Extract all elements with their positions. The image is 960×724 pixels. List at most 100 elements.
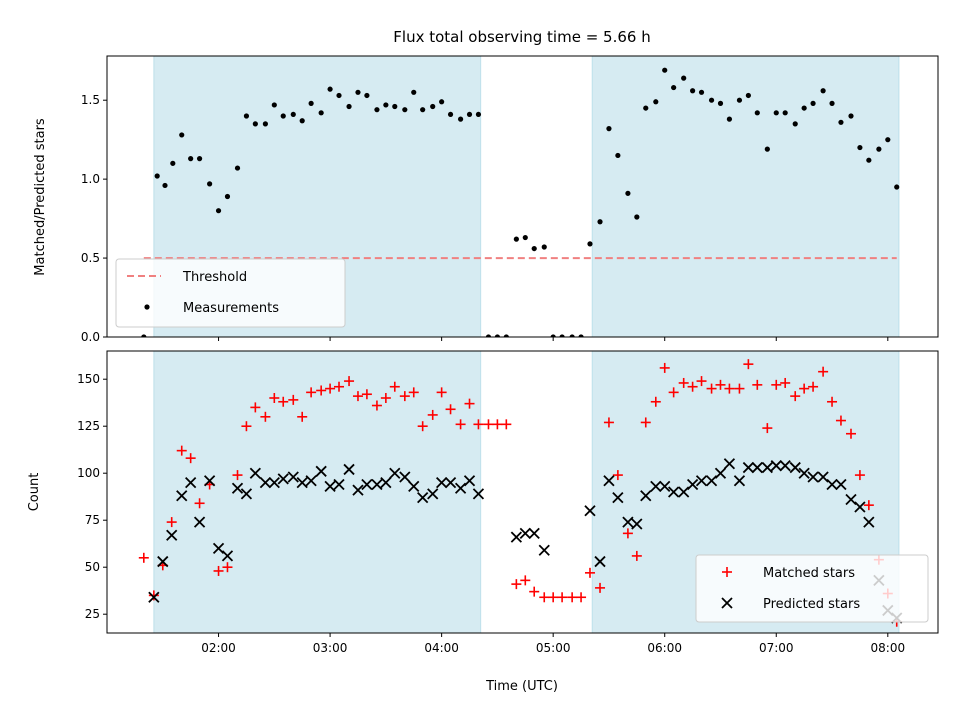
- point-matched-stars-8: [213, 565, 224, 576]
- legend-label: Measurements: [183, 301, 279, 316]
- point-measurements-41: [522, 234, 528, 241]
- point-measurements-66: [754, 110, 760, 116]
- point-matched-stars-14: [269, 393, 280, 403]
- point-predicted-stars-60: [770, 460, 782, 472]
- point-measurements-46: [569, 334, 575, 337]
- point-matched-stars-16: [288, 394, 299, 405]
- point-matched-stars-51: [612, 470, 623, 481]
- point-predicted-stars-13: [268, 476, 280, 489]
- point-measurements-31: [430, 103, 436, 110]
- point-measurements-79: [876, 146, 882, 152]
- point-measurements-33: [447, 111, 454, 118]
- point-matched-stars-11: [241, 421, 252, 432]
- ytick-label: 75: [85, 513, 100, 527]
- point-measurements-78: [866, 157, 872, 163]
- legend-dot-handle: [144, 304, 150, 310]
- point-measurements-59: [690, 88, 696, 94]
- ytick-label: 25: [85, 607, 100, 621]
- point-predicted-stars-0: [148, 591, 160, 603]
- ytick-label: 150: [77, 372, 100, 386]
- point-measurements-1: [154, 173, 160, 179]
- point-matched-stars-78: [863, 500, 874, 511]
- legend-label: Matched stars: [763, 566, 855, 581]
- legend-x-handle: [721, 597, 733, 609]
- point-predicted-stars-62: [789, 461, 801, 474]
- point-predicted-stars-67: [835, 478, 847, 491]
- point-predicted-stars-53: [705, 475, 718, 487]
- point-predicted-stars-20: [333, 478, 345, 491]
- point-predicted-stars-61: [779, 460, 791, 472]
- legend: Matched stars Predicted stars: [695, 554, 929, 623]
- point-measurements-43: [541, 244, 547, 250]
- point-measurements-13: [262, 121, 268, 127]
- point-predicted-stars-69: [854, 501, 866, 513]
- point-measurements-11: [243, 113, 250, 119]
- point-measurements-4: [179, 132, 185, 138]
- ylabel-count: Count: [27, 473, 42, 512]
- point-measurements-28: [402, 107, 408, 113]
- point-measurements-60: [698, 89, 705, 95]
- point-predicted-stars-66: [826, 478, 838, 491]
- point-matched-stars-50: [603, 417, 614, 428]
- xtick-label: 07:00: [759, 641, 794, 655]
- legend-label: Predicted stars: [763, 597, 860, 612]
- point-predicted-stars-58: [751, 461, 763, 474]
- point-matched-stars-33: [445, 404, 456, 415]
- point-matched-stars-9: [222, 562, 233, 573]
- point-measurements-72: [810, 100, 816, 106]
- point-measurements-32: [439, 99, 445, 105]
- xtick-label: 02:00: [201, 641, 236, 655]
- ytick-label: 0.5: [81, 251, 100, 265]
- point-measurements-17: [299, 118, 305, 124]
- panel-ratio: 0.0 0.5 1.0 1.5 Threshold Measurements: [81, 55, 939, 344]
- point-measurements-30: [420, 107, 426, 113]
- point-matched-stars-72: [808, 381, 819, 392]
- point-predicted-stars-70: [863, 516, 875, 528]
- point-matched-stars-31: [427, 409, 438, 420]
- point-predicted-stars-29: [417, 492, 429, 504]
- point-predicted-stars-64: [807, 471, 819, 483]
- point-matched-stars-40: [511, 579, 522, 590]
- point-predicted-stars-37: [519, 527, 531, 539]
- ytick-label: 50: [85, 560, 100, 574]
- point-predicted-stars-21: [343, 463, 355, 476]
- point-matched-stars-27: [389, 381, 400, 392]
- point-predicted-stars-10: [240, 488, 253, 500]
- ytick-label: 0.0: [81, 330, 100, 344]
- point-measurements-5: [188, 156, 194, 162]
- point-measurements-26: [383, 102, 389, 108]
- point-measurements-80: [885, 137, 891, 143]
- point-measurements-36: [475, 111, 482, 118]
- point-predicted-stars-23: [361, 478, 373, 491]
- ylabel-ratio: Matched/Predicted stars: [33, 118, 48, 276]
- panel-count: 25 50 75 100 125 150 02:00 03:00 04:00 05:00 06:00…: [77, 350, 939, 655]
- ytick-label: 1.0: [81, 172, 100, 186]
- point-measurements-22: [346, 103, 352, 110]
- point-matched-stars-25: [371, 400, 382, 411]
- point-matched-stars-42: [529, 586, 540, 597]
- point-matched-stars-3: [166, 517, 177, 528]
- point-measurements-34: [457, 116, 464, 122]
- point-measurements-6: [196, 156, 203, 162]
- point-measurements-35: [466, 111, 473, 118]
- point-predicted-stars-32: [444, 476, 457, 489]
- axes-frame: [106, 350, 939, 634]
- point-matched-stars-29: [408, 387, 419, 398]
- point-predicted-stars-18: [315, 465, 327, 477]
- point-measurements-50: [606, 126, 612, 132]
- point-predicted-stars-7: [212, 542, 225, 555]
- point-predicted-stars-19: [324, 480, 336, 492]
- point-matched-stars-59: [687, 381, 698, 392]
- point-measurements-2: [162, 182, 168, 189]
- point-matched-stars-5: [185, 453, 196, 464]
- point-matched-stars-38: [492, 419, 503, 430]
- point-matched-stars-49: [595, 582, 606, 593]
- ytick-label: 1.5: [81, 93, 100, 107]
- point-predicted-stars-12: [259, 476, 272, 489]
- point-measurements-69: [782, 110, 788, 116]
- point-measurements-74: [829, 100, 835, 106]
- chart-title: Flux total observing time = 5.66 h: [393, 28, 650, 46]
- point-predicted-stars-68: [845, 493, 857, 506]
- point-measurements-0: [141, 334, 147, 337]
- xtick-label: 05:00: [536, 641, 571, 655]
